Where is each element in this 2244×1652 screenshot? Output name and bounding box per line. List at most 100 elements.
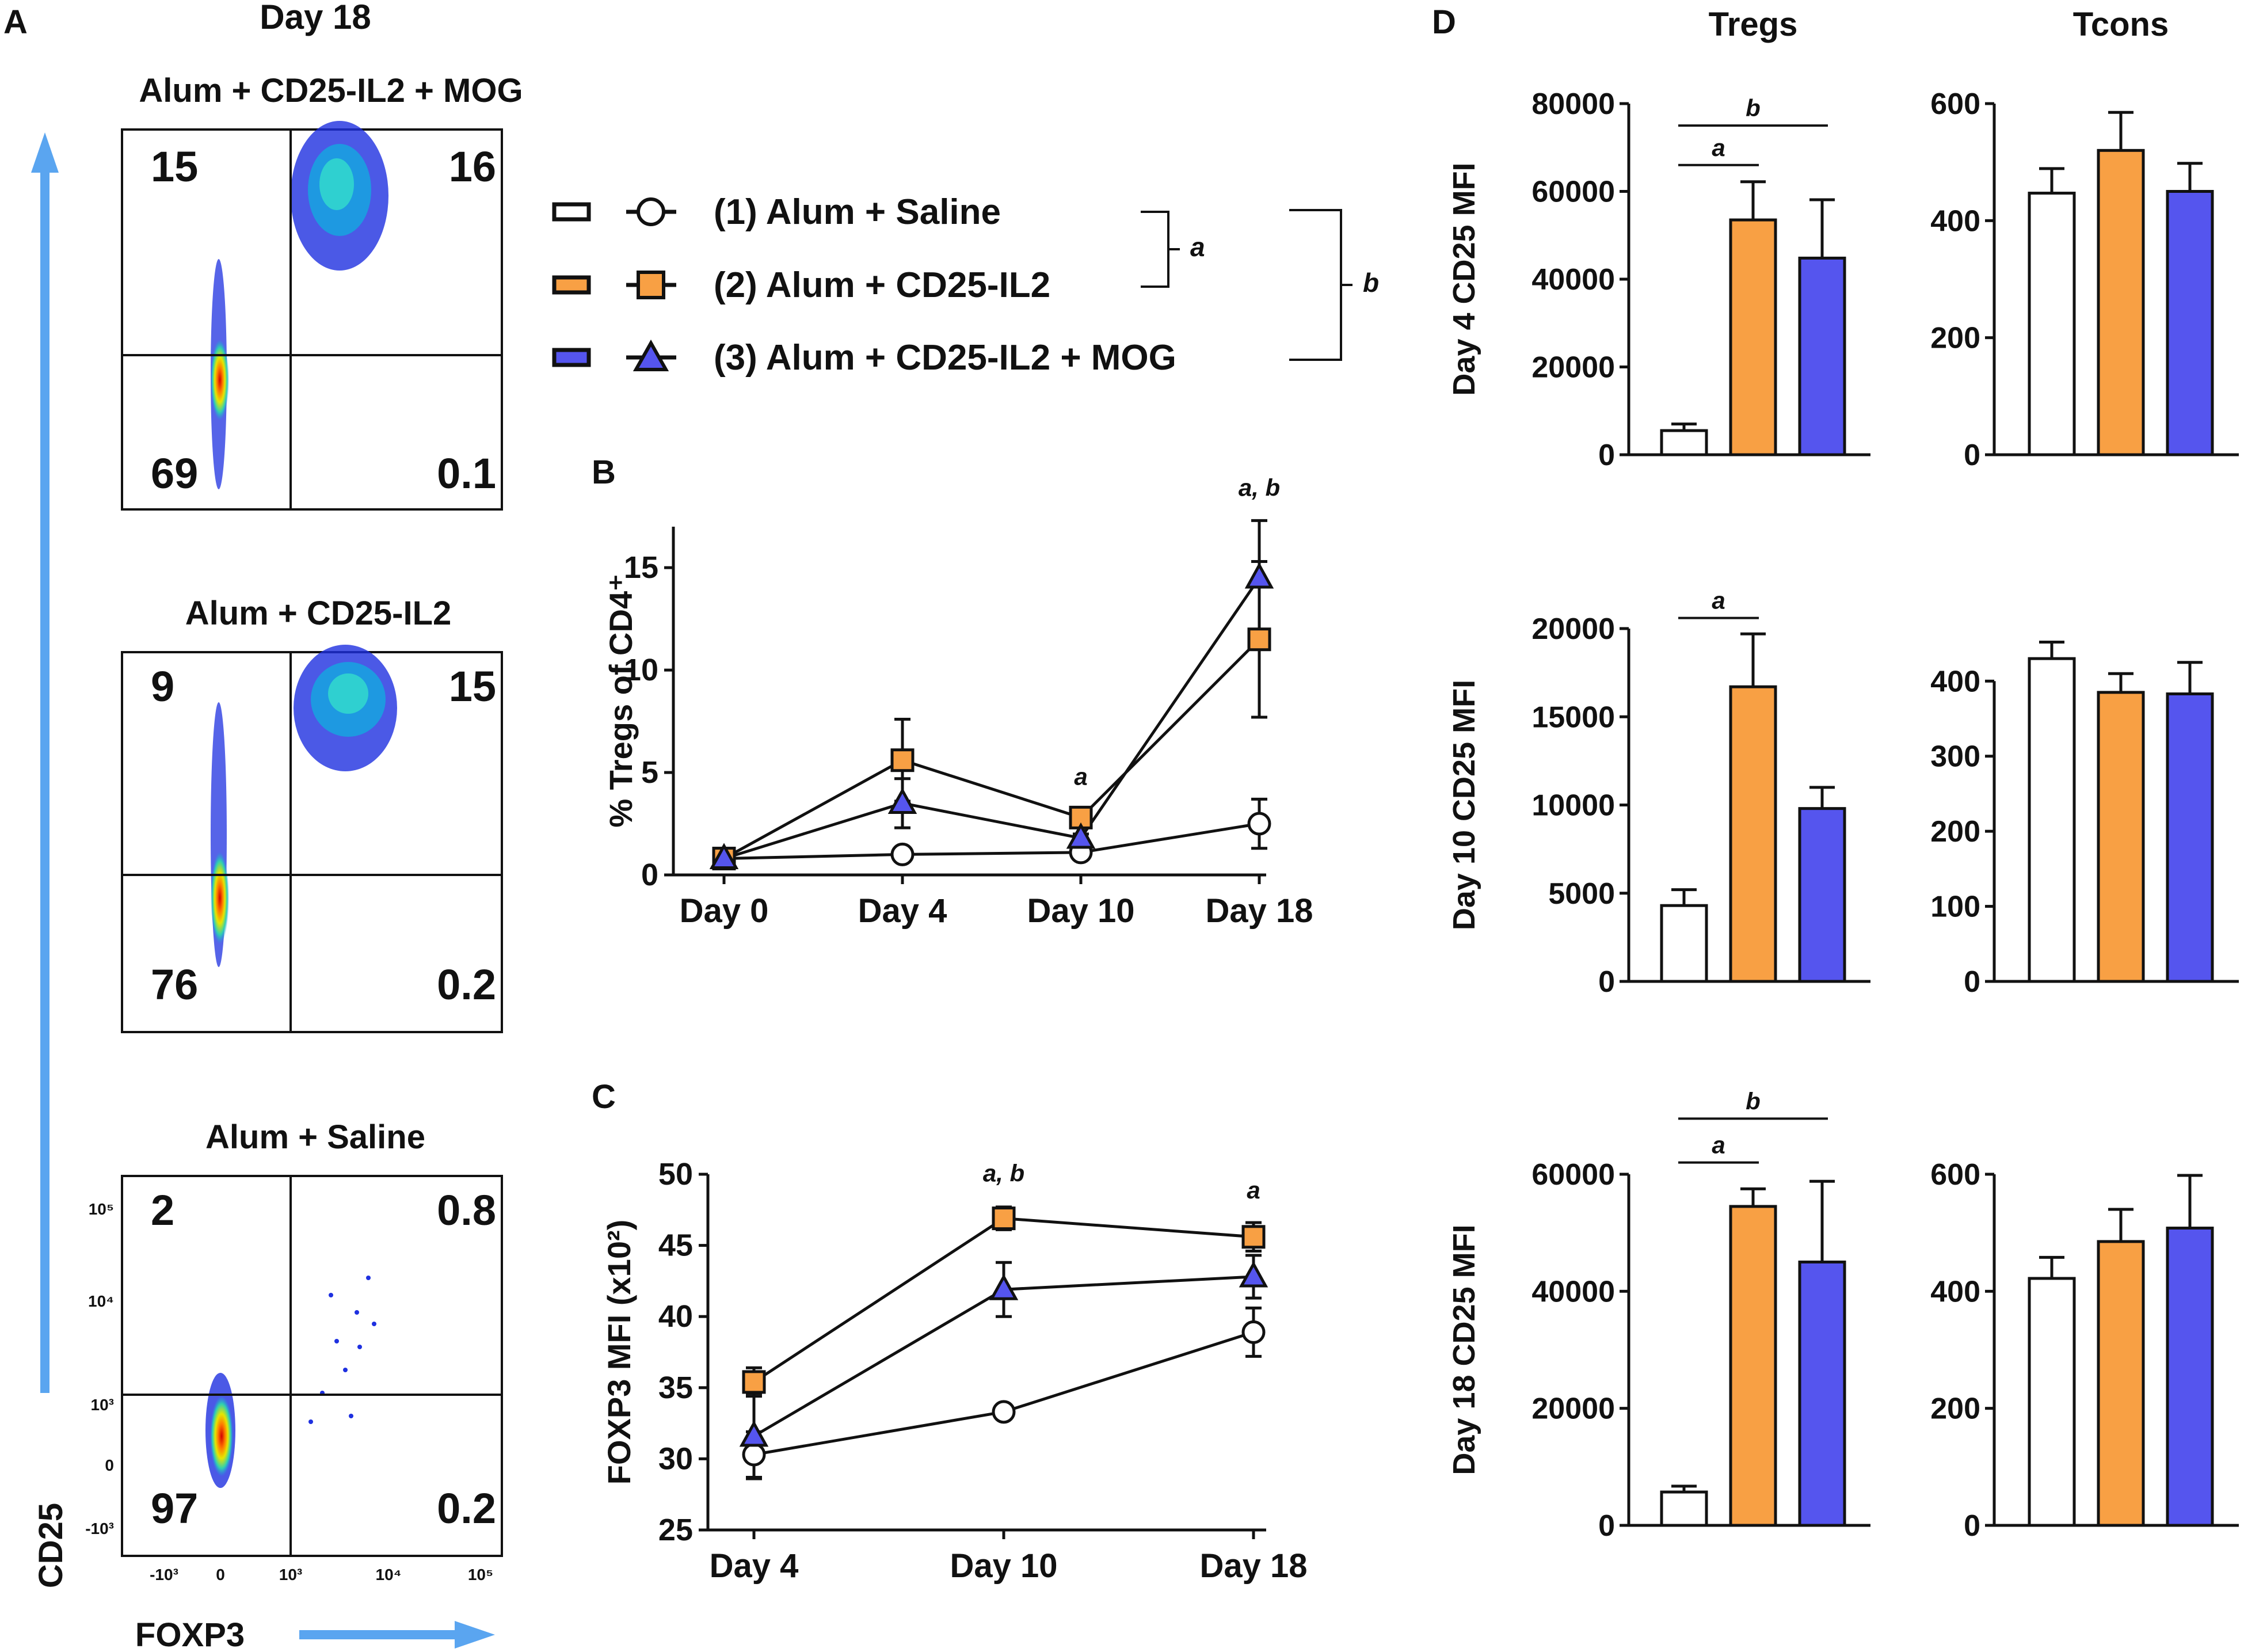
plot-frame [121, 1175, 503, 1557]
y-tick-label: 60000 [1531, 176, 1615, 209]
y-tick-label: 100 [1930, 890, 1980, 924]
tregs-bar-chart: 0 20000 40000 60000 80000 Day 4 CD25 MFI ab [1447, 87, 1870, 472]
x-tick-label: Day 0 [680, 892, 769, 930]
panel-label-c: C [592, 1078, 616, 1116]
significance-label: a, b [1239, 474, 1280, 501]
y-tick-label: 400 [1930, 204, 1980, 238]
bar [2166, 1227, 2214, 1527]
x-tick-label: Day 18 [1205, 892, 1313, 930]
y-tick-label: 10⁴ [88, 1292, 114, 1310]
bar [1729, 685, 1777, 983]
tregs-bar-chart: 0 20000 40000 60000 Day 18 CD25 MFI ab [1447, 1087, 1870, 1543]
bar [1729, 218, 1777, 456]
panel-a-flow-plots: Day 18 CD25 FOXP3 Alum + CD25-IL2 + MOG … [31, 0, 523, 1652]
bar [2097, 1240, 2145, 1527]
bar [1798, 256, 1846, 456]
legend-sig-b: b [1363, 268, 1379, 298]
column-title-tcons: Tcons [2073, 6, 2169, 43]
quadrant-ll: 97 [151, 1484, 198, 1532]
legend-label: (2) Alum + CD25-IL2 [714, 265, 1050, 305]
circle-marker [992, 1400, 1016, 1424]
y-tick-label: 0 [641, 858, 658, 892]
legend-swatch [552, 202, 591, 222]
bar [2028, 1277, 2076, 1527]
y-tick-label: 0 [1598, 439, 1615, 472]
column-title-tregs: Tregs [1709, 6, 1798, 43]
x-tick-label: Day 4 [710, 1547, 799, 1585]
y-tick-label: 40 [658, 1299, 693, 1334]
y-tick-label: 60000 [1531, 1158, 1615, 1192]
triangle-marker [887, 787, 917, 814]
quadrant-lr: 0.1 [437, 450, 496, 497]
legend-sig-a: a [1190, 232, 1205, 262]
x-tick-label: 10⁴ [376, 1566, 402, 1584]
y-tick-label: 200 [1930, 1392, 1980, 1426]
y-tick-label: 20000 [1531, 612, 1615, 646]
legend-label: (1) Alum + Saline [714, 192, 1001, 232]
circle-marker [1247, 812, 1271, 836]
legend: (1) Alum + Saline (2) Alum + CD25-IL2 (3… [552, 192, 1379, 378]
y-axis-label: Day 10 CD25 MFI [1447, 680, 1481, 930]
y-tick-label: -10³ [85, 1520, 114, 1537]
legend-bracket-b [1289, 209, 1342, 361]
bar [2166, 190, 2214, 456]
tregs-bar-chart: 0 5000 10000 15000 20000 Day 10 CD25 MFI a [1447, 587, 1870, 999]
legend-bracket-a [1141, 211, 1169, 288]
square-marker [742, 1370, 766, 1394]
series-line [723, 577, 1261, 860]
y-tick-label: 10000 [1531, 789, 1615, 823]
y-tick-label: 0 [1964, 1509, 1980, 1543]
y-axis-label: FOXP3 MFI (x10²) [601, 1220, 637, 1485]
legend-swatch [552, 275, 591, 295]
significance-label: a, b [983, 1159, 1024, 1186]
circle-marker [890, 842, 915, 866]
square-marker [890, 748, 915, 772]
circle-marker [742, 1442, 766, 1467]
triangle-marker [739, 1420, 769, 1447]
legend-item: (2) Alum + CD25-IL2 [552, 265, 1050, 305]
quadrant-ur: 15 [449, 663, 496, 710]
significance-label: a [1074, 763, 1087, 790]
cd25-arrow-head [31, 132, 59, 173]
y-tick-label: 25 [658, 1513, 693, 1547]
event-cloud [211, 121, 388, 489]
significance-label: a [1247, 1177, 1260, 1204]
y-tick-label: 0 [105, 1456, 114, 1474]
day-title: Day 18 [260, 0, 371, 36]
quadrant-lr: 0.2 [437, 1484, 496, 1532]
bar [2028, 657, 2076, 983]
legend-label: (3) Alum + CD25-IL2 + MOG [714, 338, 1176, 378]
plot-title: Alum + CD25-IL2 [185, 595, 452, 632]
circle-marker [1241, 1320, 1266, 1344]
significance-label: b [1746, 1087, 1761, 1114]
quadrant-ul: 2 [151, 1186, 174, 1234]
y-tick-label: 200 [1930, 815, 1980, 848]
x-tick-label: Day 10 [1027, 892, 1134, 930]
bar [1798, 1261, 1846, 1527]
y-axis-label-cd25: CD25 [32, 1503, 70, 1588]
y-tick-label: 200 [1930, 322, 1980, 355]
significance-label: a [1712, 587, 1725, 614]
quadrant-ul: 15 [151, 143, 198, 191]
y-tick-label: 400 [1930, 665, 1980, 698]
y-tick-label: 45 [658, 1228, 693, 1263]
y-tick-label: 600 [1930, 87, 1980, 121]
triangle-marker-icon [633, 339, 669, 371]
y-tick-label: 0 [1598, 965, 1615, 999]
y-tick-label: 15000 [1531, 701, 1615, 734]
quadrant-lr: 0.2 [437, 961, 496, 1008]
bar [1729, 1205, 1777, 1527]
x-tick-label: Day 4 [858, 892, 947, 930]
x-tick-label: Day 18 [1199, 1547, 1307, 1585]
bar [2097, 149, 2145, 456]
x-tick-label: 0 [216, 1566, 225, 1584]
y-axis-label: % Tregs of CD4⁺ [603, 574, 639, 827]
panel-label-a: A [3, 3, 28, 41]
y-tick-label: 35 [658, 1371, 693, 1405]
x-tick-label: -10³ [150, 1566, 178, 1584]
panel-label-d: D [1432, 3, 1456, 41]
legend-item: (3) Alum + CD25-IL2 + MOG [552, 338, 1176, 378]
square-marker [992, 1206, 1016, 1231]
quadrant-ur: 16 [449, 143, 496, 191]
